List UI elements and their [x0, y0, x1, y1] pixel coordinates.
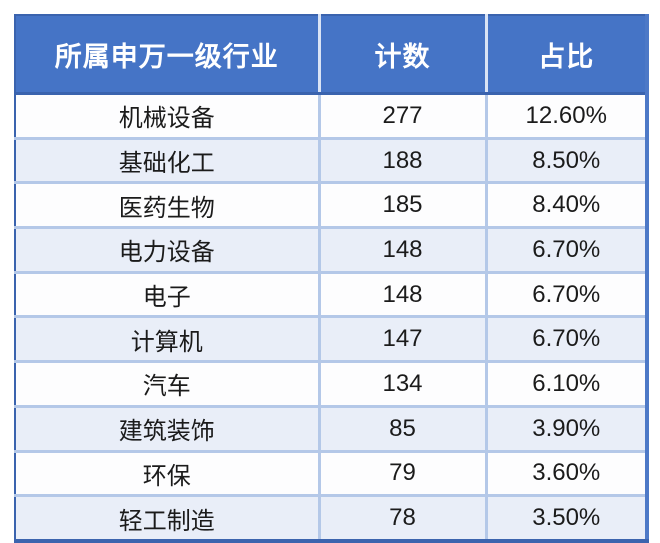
cell-share: 8.50% [484, 136, 649, 185]
header-industry: 所属申万一级行业 [14, 14, 319, 95]
table-row: 计算机 147 6.70% [14, 315, 649, 364]
cell-count: 78 [317, 494, 488, 543]
cell-count: 277 [317, 93, 488, 140]
cell-industry: 汽车 [14, 360, 321, 408]
cell-share: 3.50% [484, 494, 649, 543]
cell-industry: 机械设备 [14, 93, 321, 140]
table-row: 环保 79 3.60% [14, 449, 649, 498]
cell-count: 85 [317, 404, 488, 453]
industry-distribution-table: 所属申万一级行业 计数 占比 机械设备 277 12.60% 基础化工 188 8.50%… [14, 14, 649, 543]
cell-industry: 电子 [14, 270, 321, 319]
table-row: 机械设备 277 12.60% [14, 93, 649, 140]
table-body: 机械设备 277 12.60% 基础化工 188 8.50% 医药生物 185 8.40% 电力设… [14, 93, 649, 543]
cell-share: 6.70% [484, 226, 649, 274]
cell-industry: 建筑装饰 [14, 404, 321, 453]
cell-industry: 环保 [14, 449, 321, 498]
cell-count: 147 [317, 315, 488, 364]
cell-industry: 轻工制造 [14, 494, 321, 543]
table-row: 电子 148 6.70% [14, 270, 649, 319]
header-row: 所属申万一级行业 计数 占比 [14, 14, 649, 95]
header-share: 占比 [484, 14, 649, 95]
table-row: 建筑装饰 85 3.90% [14, 404, 649, 453]
cell-count: 185 [317, 181, 488, 230]
cell-industry: 医药生物 [14, 181, 321, 230]
cell-count: 134 [317, 360, 488, 408]
header-count: 计数 [317, 14, 486, 95]
cell-industry: 电力设备 [14, 226, 321, 274]
cell-share: 8.40% [484, 181, 649, 230]
table-row: 汽车 134 6.10% [14, 360, 649, 408]
table-row: 电力设备 148 6.70% [14, 226, 649, 274]
cell-count: 148 [317, 226, 488, 274]
cell-count: 79 [317, 449, 488, 498]
cell-share: 6.70% [484, 270, 649, 319]
table-row: 轻工制造 78 3.50% [14, 494, 649, 543]
cell-share: 6.10% [484, 360, 649, 408]
cell-industry: 计算机 [14, 315, 321, 364]
cell-share: 12.60% [484, 93, 649, 140]
cell-industry: 基础化工 [14, 136, 321, 185]
cell-count: 148 [317, 270, 488, 319]
cell-share: 3.60% [484, 449, 649, 498]
cell-count: 188 [317, 136, 488, 185]
table-row: 基础化工 188 8.50% [14, 136, 649, 185]
table-row: 医药生物 185 8.40% [14, 181, 649, 230]
cell-share: 3.90% [484, 404, 649, 453]
cell-share: 6.70% [484, 315, 649, 364]
